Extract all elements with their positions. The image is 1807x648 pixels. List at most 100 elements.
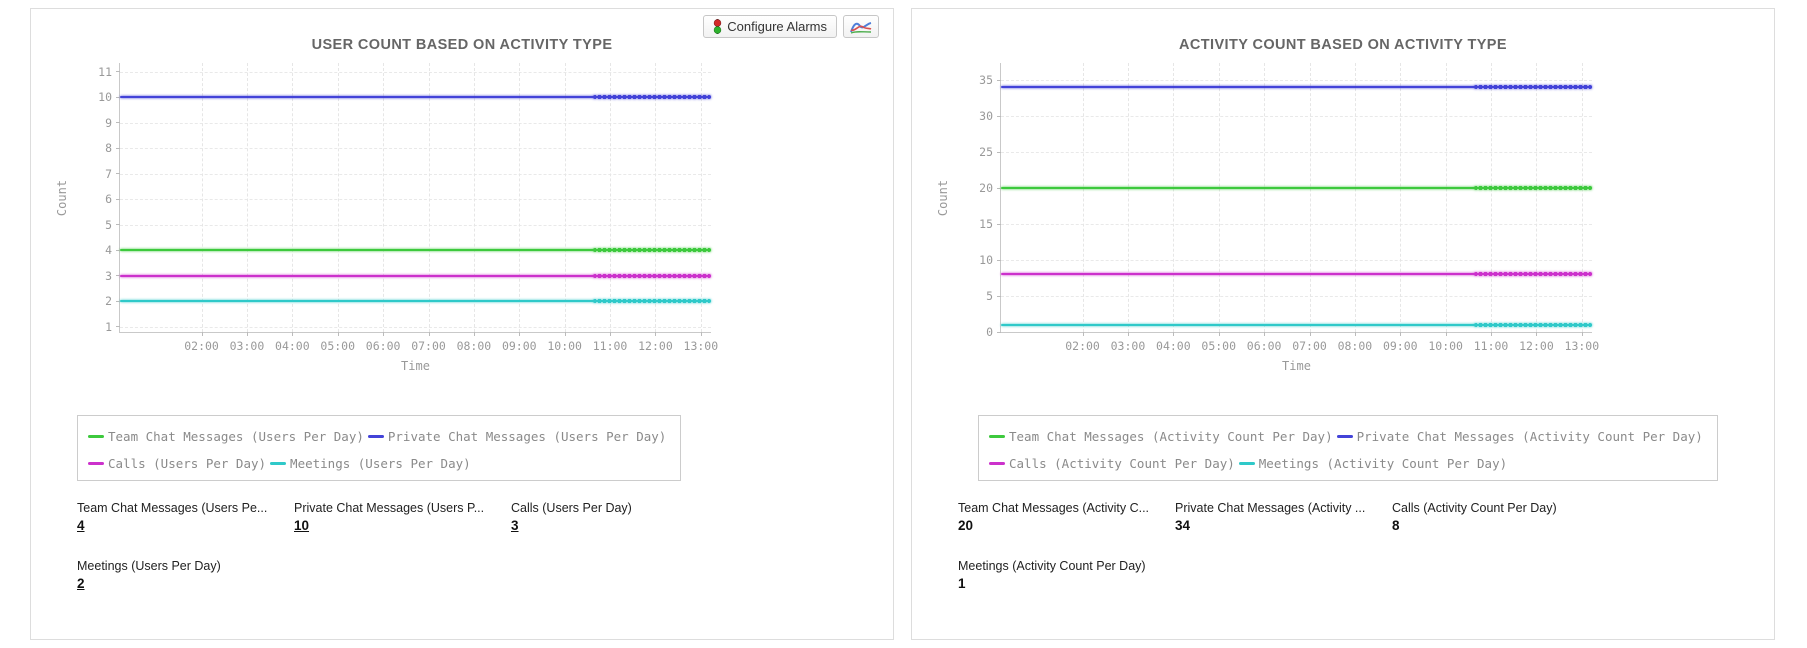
x-tick-label: 09:00	[501, 339, 537, 353]
legend-swatch	[989, 462, 1005, 465]
gridline-vertical	[1173, 63, 1175, 332]
x-tick-label: 13:00	[683, 339, 719, 353]
gridline-horizontal	[120, 199, 711, 201]
y-tick-label: 3	[105, 268, 112, 283]
stat-cell: Team Chat Messages (Users Pe... 4	[77, 501, 294, 533]
y-tick-label: 20	[979, 181, 993, 196]
x-tick-mark	[610, 332, 612, 336]
series-line-markers	[592, 95, 711, 100]
series-line	[120, 248, 711, 253]
y-axis-label: Count	[55, 179, 70, 216]
x-tick-label: 03:00	[229, 339, 265, 353]
legend-swatch	[1238, 462, 1255, 465]
stat-value: 8	[1392, 518, 1400, 533]
y-tick-mark	[116, 198, 120, 200]
stat-label: Meetings (Users Per Day)	[77, 559, 221, 573]
stat-cell: Private Chat Messages (Users P... 10	[294, 501, 511, 533]
user-count-panel: Configure Alarms USER COUNT BASED ON ACT…	[30, 8, 894, 640]
user-count-chart: 1 2 3 4 5 6 7 8 9 10 11 02:00 03:00 04:00 05:00 06:00 07…	[55, 63, 718, 373]
x-tick-label: 06:00	[365, 339, 401, 353]
series-line-markers	[1473, 186, 1592, 191]
x-tick-mark	[700, 332, 702, 336]
stat-value[interactable]: 3	[511, 518, 519, 533]
gridline-vertical	[1354, 63, 1356, 332]
series-line	[1001, 272, 1592, 277]
gridline-horizontal	[1001, 152, 1592, 154]
x-tick-mark	[337, 332, 339, 336]
stat-value[interactable]: 2	[77, 576, 85, 591]
gridline-vertical	[1264, 63, 1266, 332]
gridline-vertical	[246, 63, 248, 332]
gridline-horizontal	[1001, 116, 1592, 118]
gridline-vertical	[292, 63, 294, 332]
stat-cell: Calls (Activity Count Per Day) 8	[1392, 501, 1760, 533]
series-line-markers	[1473, 272, 1592, 277]
gridline-horizontal	[120, 148, 711, 150]
stat-label: Calls (Users Per Day)	[511, 501, 632, 515]
series-line-markers	[1473, 322, 1592, 327]
legend-row: Team Chat Messages (Users Per Day) Privat…	[88, 421, 670, 448]
x-tick-label: 03:00	[1110, 339, 1146, 353]
stat-cell: Meetings (Activity Count Per Day) 1	[958, 559, 1175, 591]
y-tick-label: 35	[979, 73, 993, 88]
x-tick-label: 06:00	[1246, 339, 1282, 353]
y-tick-mark	[116, 71, 120, 73]
user-count-stats: Team Chat Messages (Users Pe... 4 Private …	[77, 501, 879, 591]
y-tick-mark	[116, 275, 120, 277]
legend-item: Private Chat Messages (Users Per Day)	[367, 425, 666, 448]
y-tick-mark	[997, 151, 1001, 153]
x-tick-mark	[1536, 332, 1538, 336]
series-line	[120, 95, 711, 100]
x-tick-mark	[1400, 332, 1402, 336]
y-tick-mark	[116, 224, 120, 226]
legend-swatch	[367, 435, 384, 438]
gridline-horizontal	[120, 224, 711, 226]
x-tick-label: 02:00	[184, 339, 219, 353]
stat-label: Private Chat Messages (Users P...	[294, 501, 485, 515]
y-tick-mark	[997, 259, 1001, 261]
y-tick-mark	[997, 115, 1001, 117]
y-tick-label: 7	[105, 166, 112, 181]
legend-label: Meetings (Activity Count Per Day)	[1258, 456, 1508, 471]
gridline-horizontal	[1001, 296, 1592, 298]
x-tick-mark	[428, 332, 430, 336]
configure-alarms-button[interactable]: Configure Alarms	[703, 15, 837, 38]
series-line-markers	[592, 248, 711, 253]
legend-swatch	[88, 462, 104, 465]
x-tick-mark	[292, 332, 294, 336]
stat-value[interactable]: 4	[77, 518, 85, 533]
stat-label: Meetings (Activity Count Per Day)	[958, 559, 1146, 573]
legend-row: Calls (Users Per Day) Meetings (Users Per…	[88, 448, 670, 475]
x-tick-mark	[1354, 332, 1356, 336]
y-tick-mark	[116, 326, 120, 328]
x-tick-mark	[1264, 332, 1266, 336]
y-tick-label: 0	[986, 325, 993, 339]
line-chart-icon	[850, 21, 872, 34]
y-tick-label: 10	[98, 90, 112, 105]
y-tick-mark	[997, 295, 1001, 297]
panel-toolbar: Configure Alarms	[703, 15, 879, 38]
gridline-horizontal	[120, 173, 711, 175]
y-tick-label: 8	[105, 141, 112, 156]
series-line	[120, 273, 711, 278]
gridline-horizontal	[120, 122, 711, 124]
y-tick-mark	[997, 331, 1001, 333]
stat-cell: Calls (Users Per Day) 3	[511, 501, 879, 533]
x-tick-mark	[201, 332, 203, 336]
gridline-vertical	[473, 63, 475, 332]
x-tick-label: 05:00	[1201, 339, 1237, 353]
user-count-legend: Team Chat Messages (Users Per Day) Privat…	[77, 415, 682, 481]
x-tick-label: 05:00	[320, 339, 356, 353]
stat-value: 34	[1175, 518, 1191, 533]
gridline-vertical	[1581, 63, 1583, 332]
gridline-vertical	[337, 63, 339, 332]
y-tick-label: 5	[105, 217, 112, 232]
legend-row: Calls (Activity Count Per Day) Meetings (…	[989, 448, 1707, 475]
stat-cell: Team Chat Messages (Activity C... 20	[958, 501, 1175, 533]
legend-label: Calls (Activity Count Per Day)	[1009, 456, 1235, 471]
stat-value[interactable]: 10	[294, 518, 310, 533]
legend-label: Team Chat Messages (Users Per Day)	[108, 429, 364, 444]
gridline-vertical	[1127, 63, 1129, 332]
chart-type-button[interactable]	[843, 15, 879, 38]
x-tick-mark	[1082, 332, 1084, 336]
